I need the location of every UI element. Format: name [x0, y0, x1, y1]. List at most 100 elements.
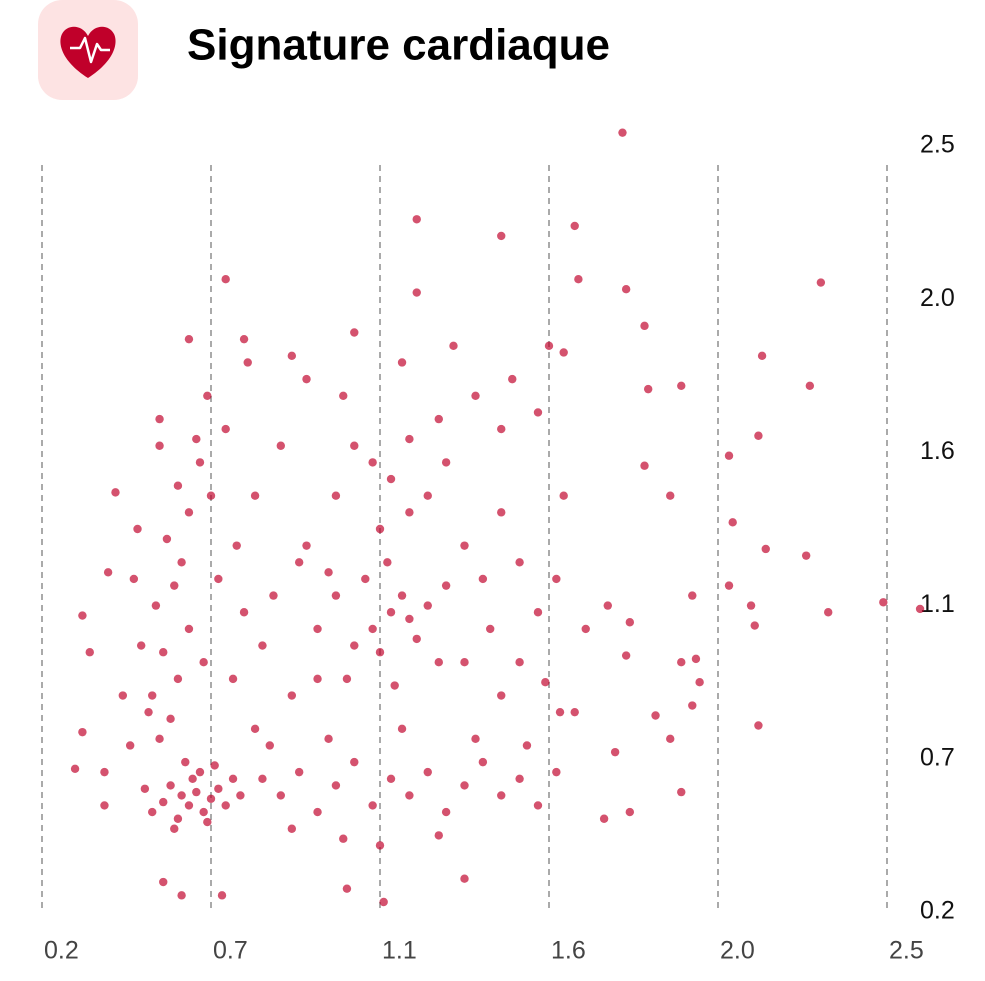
point — [555, 707, 565, 717]
point — [677, 658, 686, 667]
point — [574, 275, 583, 284]
point — [603, 601, 612, 610]
point — [199, 658, 208, 667]
point — [302, 374, 311, 384]
point — [728, 518, 737, 527]
point — [559, 491, 568, 500]
point — [276, 791, 286, 800]
point — [287, 824, 297, 833]
point — [214, 574, 223, 584]
chart-title: Signature cardiaque — [187, 21, 610, 70]
point — [151, 601, 161, 610]
point — [522, 741, 532, 750]
point — [136, 641, 146, 650]
point — [386, 474, 396, 484]
point — [339, 391, 348, 400]
y-tick-label: 0.7 — [920, 743, 955, 771]
point — [497, 791, 506, 800]
point — [166, 714, 175, 724]
x-tick-label: 0.7 — [213, 937, 248, 965]
point — [350, 441, 359, 450]
point — [265, 741, 274, 750]
point — [78, 611, 87, 620]
point — [103, 568, 113, 577]
point — [350, 757, 359, 767]
x-tick-label: 0.2 — [44, 937, 79, 965]
point — [801, 551, 811, 560]
point — [688, 591, 697, 600]
point — [155, 414, 164, 424]
point — [250, 491, 260, 500]
point — [541, 678, 550, 687]
point — [239, 334, 249, 344]
point — [184, 508, 194, 517]
point — [515, 658, 524, 667]
point — [331, 591, 341, 600]
point — [379, 897, 388, 907]
point — [188, 774, 197, 783]
point — [228, 774, 238, 783]
point — [441, 458, 451, 467]
point — [552, 574, 561, 584]
point — [570, 707, 579, 717]
point — [294, 558, 304, 567]
point — [497, 691, 506, 700]
point — [581, 624, 590, 634]
point — [497, 424, 506, 434]
app-icon — [38, 0, 138, 100]
x-tick-label: 2.0 — [720, 937, 755, 965]
point — [805, 381, 815, 390]
point — [486, 624, 495, 634]
point — [100, 801, 109, 810]
point — [397, 724, 407, 734]
x-tick-label: 1.6 — [551, 937, 586, 965]
point — [497, 231, 506, 241]
point — [460, 658, 469, 667]
point — [441, 807, 451, 817]
point — [324, 568, 333, 577]
point — [412, 634, 421, 644]
point — [232, 541, 241, 550]
point — [361, 574, 370, 584]
point — [570, 221, 579, 231]
point — [383, 558, 392, 567]
point — [276, 441, 286, 450]
point — [166, 781, 175, 790]
point — [210, 761, 219, 770]
point — [173, 674, 183, 684]
point — [375, 841, 385, 850]
point — [140, 784, 150, 793]
point — [397, 591, 407, 600]
point — [640, 321, 649, 331]
point — [423, 767, 432, 777]
point — [129, 574, 139, 584]
point — [206, 794, 216, 803]
point — [368, 624, 377, 634]
point — [497, 508, 506, 517]
point — [621, 651, 631, 660]
point — [621, 285, 631, 294]
x-tick-label: 2.5 — [889, 937, 924, 965]
point — [184, 334, 194, 344]
point — [460, 781, 469, 790]
point — [368, 801, 377, 810]
point — [666, 734, 675, 744]
point — [170, 824, 179, 833]
point — [70, 764, 80, 773]
point — [405, 614, 414, 624]
point — [159, 797, 168, 807]
point — [170, 581, 179, 590]
point — [206, 491, 216, 500]
point — [423, 491, 432, 500]
point — [217, 891, 227, 900]
point — [111, 488, 120, 497]
point — [412, 215, 421, 224]
point — [471, 734, 480, 744]
point — [221, 424, 230, 434]
point — [757, 351, 767, 361]
point — [342, 674, 352, 684]
point — [761, 544, 770, 554]
point — [287, 691, 297, 700]
point — [144, 707, 153, 717]
